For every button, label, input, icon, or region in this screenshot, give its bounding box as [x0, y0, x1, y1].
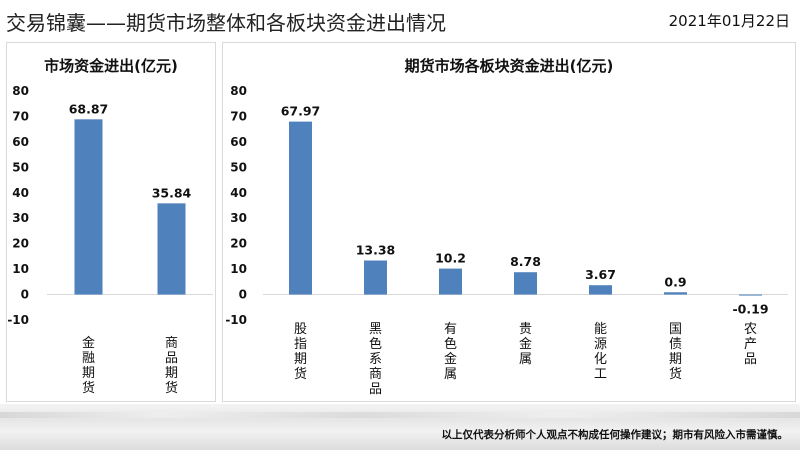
bar-6 — [739, 294, 762, 296]
market-flow-panel: 市场资金进出(亿元) -10 0 10 20 30 40 50 60 70 80 68.87 金融期货… — [6, 42, 216, 402]
y-tick-label: 60 — [230, 135, 247, 149]
y-tick-label: 80 — [230, 84, 247, 98]
page-title: 交易锦囊——期货市场整体和各板块资金进出情况 — [6, 11, 446, 35]
y-tick-label: 70 — [12, 109, 29, 123]
y-tick-label: 20 — [12, 237, 29, 251]
y-tick-label: 0 — [21, 288, 29, 302]
y-tick-label: 20 — [230, 237, 247, 251]
sector-flow-chart: -10 0 10 20 30 40 50 60 70 80 67.97 股指期货 13.38 黑色系商品 1… — [225, 84, 788, 397]
category-label-5: 国债期货 — [669, 322, 682, 382]
sector-flow-panel: 期货市场各板块资金进出(亿元) -10 0 10 20 30 40 50 60 70 80 67.9… — [222, 42, 796, 402]
data-label-2: 10.2 — [435, 251, 466, 266]
category-label-6: 农产品 — [744, 322, 757, 367]
bar-0 — [289, 121, 312, 295]
report-date: 2021年01月22日 — [668, 12, 790, 30]
y-tick-label: 30 — [12, 211, 29, 225]
bar-1 — [157, 203, 186, 295]
y-tick-label: 40 — [12, 186, 29, 200]
bar-1 — [364, 260, 387, 295]
y-tick-label: 40 — [230, 186, 247, 200]
data-label-0: 68.87 — [69, 101, 109, 116]
data-label-4: 3.67 — [585, 267, 616, 282]
sector-flow-chart-title: 期货市场各板块资金进出(亿元) — [404, 57, 614, 75]
category-label-1: 黑色系商品 — [369, 322, 382, 397]
y-tick-label: 10 — [230, 262, 247, 276]
data-label-0: 67.97 — [281, 104, 321, 119]
market-flow-chart: -10 0 10 20 30 40 50 60 70 80 68.87 金融期货 35.84 商品期货 — [7, 84, 213, 396]
bar-5 — [664, 292, 687, 295]
y-tick-label: 0 — [239, 288, 247, 302]
bar-0 — [74, 119, 103, 295]
category-label-0: 金融期货 — [82, 335, 95, 396]
y-tick-label: 70 — [230, 109, 247, 123]
category-label-2: 有色金属 — [444, 322, 457, 382]
bar-2 — [439, 268, 462, 295]
data-label-5: 0.9 — [664, 274, 686, 289]
category-label-4: 能源化工 — [594, 322, 607, 382]
y-tick-label: 50 — [12, 160, 29, 174]
category-label-0: 股指期货 — [294, 322, 307, 382]
data-label-1: 35.84 — [152, 185, 192, 200]
data-label-1: 13.38 — [356, 243, 396, 258]
data-label-3: 8.78 — [510, 254, 541, 269]
y-tick-label: 30 — [230, 211, 247, 225]
bar-4 — [589, 285, 612, 295]
footer-band — [0, 404, 800, 450]
disclaimer: 以上仅代表分析师个人观点不构成任何操作建议；期市有风险入市需谨慎。 — [441, 429, 789, 441]
category-label-3: 贵金属 — [519, 322, 532, 367]
y-tick-label: -10 — [225, 313, 247, 327]
data-label-6: -0.19 — [732, 302, 768, 317]
header: 交易锦囊——期货市场整体和各板块资金进出情况 2021年01月22日 — [0, 0, 800, 40]
y-tick-label: 10 — [12, 262, 29, 276]
y-tick-label: 60 — [12, 135, 29, 149]
category-label-1: 商品期货 — [165, 336, 178, 396]
bar-3 — [514, 272, 537, 295]
y-tick-label: 50 — [230, 160, 247, 174]
y-tick-label: -10 — [7, 313, 29, 327]
market-flow-chart-title: 市场资金进出(亿元) — [44, 57, 178, 75]
y-tick-label: 80 — [12, 84, 29, 98]
